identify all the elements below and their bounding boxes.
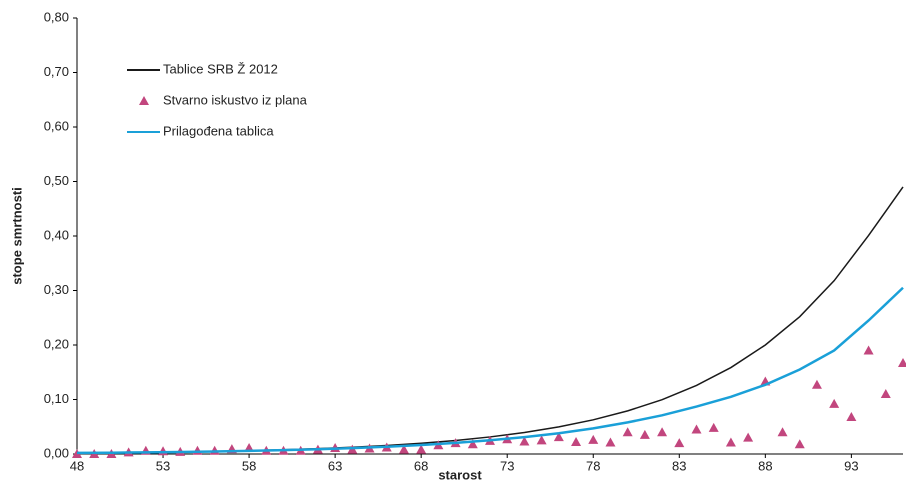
data-point <box>622 427 633 437</box>
data-point <box>777 427 788 437</box>
data-point <box>863 345 874 355</box>
x-tick-label: 63 <box>328 458 342 473</box>
legend-label: Stvarno iskustvo iz plana <box>163 92 308 107</box>
data-point <box>158 446 169 456</box>
data-point <box>811 379 822 389</box>
x-tick-label: 48 <box>70 458 84 473</box>
x-tick-label: 68 <box>414 458 428 473</box>
x-tick-label: 93 <box>844 458 858 473</box>
x-tick-label: 78 <box>586 458 600 473</box>
x-axis-title: starost <box>438 467 482 482</box>
y-tick-label: 0,50 <box>44 173 69 188</box>
data-point <box>708 422 719 432</box>
data-point <box>898 357 906 367</box>
data-point <box>536 435 547 445</box>
series-line <box>76 186 904 454</box>
y-tick-label: 0,10 <box>44 391 69 406</box>
data-point <box>571 437 582 447</box>
data-point <box>519 436 530 446</box>
y-tick-label: 0,60 <box>44 118 69 133</box>
data-point <box>829 398 840 408</box>
data-point <box>553 432 564 442</box>
y-tick-label: 0,70 <box>44 64 69 79</box>
x-tick-label: 58 <box>242 458 256 473</box>
data-point <box>725 437 736 447</box>
y-axis-title: stope smrtnosti <box>9 187 24 285</box>
data-point <box>657 427 668 437</box>
x-tick-label: 83 <box>672 458 686 473</box>
data-point <box>674 438 685 448</box>
x-tick-label: 53 <box>156 458 170 473</box>
y-tick-label: 0,00 <box>44 445 69 460</box>
data-point <box>880 389 891 399</box>
x-tick-label: 73 <box>500 458 514 473</box>
legend-label: Tablice SRB Ž 2012 <box>163 61 278 76</box>
data-point <box>639 429 650 439</box>
data-point <box>605 437 616 447</box>
data-point <box>398 444 409 454</box>
data-point <box>743 432 754 442</box>
data-point <box>467 439 478 449</box>
data-point <box>846 411 857 421</box>
data-point <box>192 445 203 455</box>
data-point <box>416 444 427 454</box>
data-point <box>691 424 702 434</box>
data-point <box>794 439 805 449</box>
data-point <box>72 449 82 458</box>
series-line <box>76 286 904 455</box>
legend-label: Prilagođena tablica <box>163 123 274 138</box>
y-tick-label: 0,80 <box>44 9 69 24</box>
x-tick-label: 88 <box>758 458 772 473</box>
data-point <box>588 434 599 444</box>
y-tick-label: 0,40 <box>44 227 69 242</box>
y-tick-label: 0,30 <box>44 282 69 297</box>
y-tick-label: 0,20 <box>44 336 69 351</box>
legend-swatch <box>139 96 149 105</box>
